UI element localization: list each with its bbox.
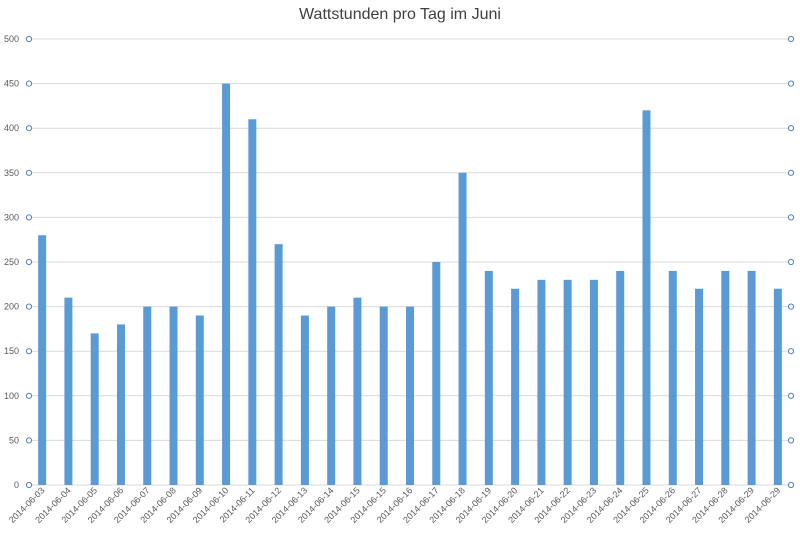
bar [274,244,283,485]
y-tick-label: 100 [4,391,19,401]
axis-marker-left [25,481,33,489]
y-tick-label: 300 [4,212,19,222]
axis-marker-left [25,214,33,221]
bar [695,288,704,485]
y-tick-label: 50 [9,435,19,445]
bar [195,315,204,485]
bar [116,324,125,485]
axis-marker-right [787,214,795,221]
bar [458,172,467,486]
axis-marker-right [787,481,795,489]
y-tick-label: 400 [4,123,19,133]
bar [143,306,152,485]
bar [406,306,414,485]
bar [511,288,520,485]
axis-marker-right [787,303,795,310]
axis-marker-left [25,348,33,355]
bar [773,288,782,485]
axis-marker-right [787,348,795,355]
bar [721,270,730,485]
y-tick-label: 500 [4,34,19,44]
bar [327,306,336,485]
bar [353,297,362,485]
axis-marker-left [25,392,33,399]
axis-marker-left [25,35,33,43]
axis-marker-left [25,80,33,87]
axis-marker-right [787,437,795,444]
axis-marker-left [25,437,33,444]
bar [537,279,546,485]
bar [38,235,47,485]
bar [64,297,73,485]
bar [379,306,388,485]
axis-marker-right [787,80,795,87]
axis-marker-left [25,125,33,132]
axis-marker-right [787,258,795,266]
bar [300,315,309,485]
bar [169,306,178,485]
axis-marker-left [25,258,33,266]
bar [222,83,231,485]
axis-marker-right [787,392,795,399]
bar [668,270,677,485]
bar [563,279,572,485]
axis-marker-right [787,169,795,176]
bar [90,333,99,485]
chart-title: Wattstunden pro Tag im Juni [299,6,501,23]
bar [432,262,441,485]
axis-marker-right [787,125,795,132]
bar [642,110,651,486]
axis-marker-right [787,35,795,43]
bar [616,270,625,485]
bar [484,270,493,485]
bar [589,279,598,485]
y-tick-label: 350 [4,168,19,178]
y-tick-label: 0 [14,480,19,490]
y-tick-label: 450 [4,79,19,89]
y-tick-label: 250 [4,257,19,267]
axis-marker-left [25,303,33,310]
y-tick-label: 200 [4,302,19,312]
y-tick-label: 150 [4,346,19,356]
bar [747,270,756,485]
axis-marker-left [25,169,33,176]
bar [248,119,257,485]
